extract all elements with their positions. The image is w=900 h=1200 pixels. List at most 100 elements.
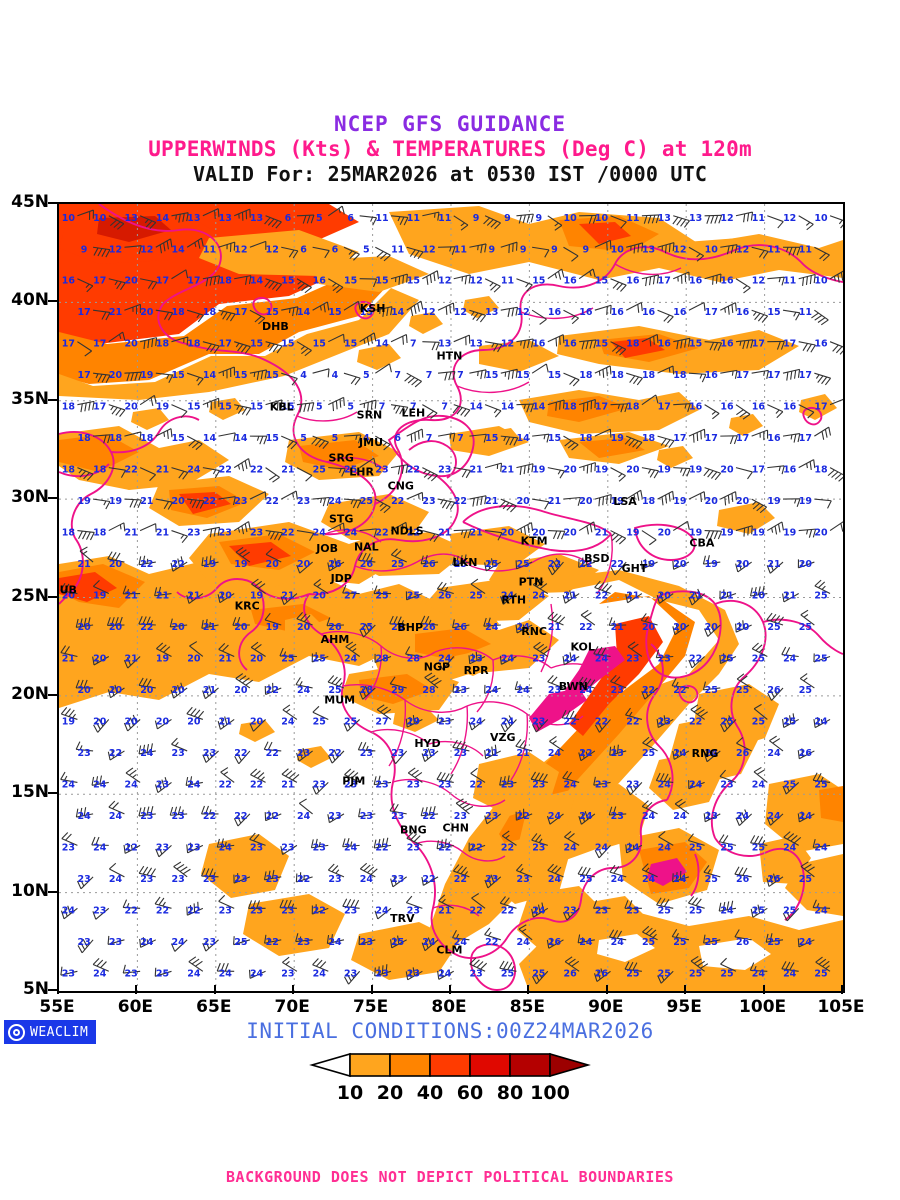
temperature-value: 23 [172, 874, 185, 885]
temperature-value: 15 [595, 339, 608, 350]
wind-barb [436, 714, 454, 724]
temperature-value: 20 [219, 591, 233, 602]
temperature-value: 12 [266, 244, 279, 255]
temperature-value: 21 [219, 653, 232, 664]
wind-barb [578, 268, 596, 280]
map-container[interactable]: 10 10 13 14 13 13 13 6 5 6 11 11 11 9 9 9 10 10 11 13 13 12 11… [11, 192, 864, 1017]
temperature-value: 5 [363, 370, 370, 381]
temperature-value: 19 [532, 465, 545, 476]
wind-barb [124, 245, 142, 255]
city-label: STG [329, 513, 353, 526]
temperature-value: 26 [736, 748, 750, 759]
y-axis-tick-label: 40N [11, 290, 49, 311]
wind-barb [280, 490, 298, 500]
wind-barb [627, 641, 643, 657]
map-frame[interactable]: 10 10 13 14 13 13 13 6 5 6 11 11 11 9 9 9 10 10 11 13 13 12 11… [57, 202, 845, 993]
wind-barb [547, 467, 565, 479]
temperature-value: 23 [156, 779, 169, 790]
temperature-value: 17 [62, 339, 75, 350]
temperature-value: 25 [752, 905, 765, 916]
wind-barb [437, 498, 456, 510]
temperature-value: 24 [344, 528, 358, 539]
temperature-value: 21 [125, 528, 138, 539]
wind-barb [122, 585, 141, 595]
temperature-value: 11 [375, 213, 388, 224]
temperature-value: 26 [328, 622, 342, 633]
wind-barb [610, 278, 627, 292]
temperature-value: 24 [595, 653, 609, 664]
wind-barb [640, 613, 658, 626]
wind-barb [579, 398, 596, 412]
temperature-value: 24 [93, 779, 107, 790]
wind-barb [469, 243, 487, 254]
colorbar-min-arrow [309, 1052, 351, 1078]
wind-barb [452, 554, 470, 566]
weaclim-badge[interactable]: WEACLIM [4, 1020, 97, 1044]
wind-barb [375, 363, 392, 374]
x-axis-tick [605, 985, 608, 994]
temperature-value: 26 [736, 937, 750, 948]
title-valid: VALID For: 25MAR2026 at 0530 IST /0000 U… [192, 162, 708, 186]
temperature-value: 12 [783, 213, 796, 224]
temperature-value: 21 [485, 496, 498, 507]
temperature-value: 25 [313, 716, 326, 727]
temperature-value: 16 [62, 276, 76, 287]
temperature-value: 7 [457, 370, 464, 381]
wind-barb [655, 772, 674, 783]
wind-barb [800, 861, 815, 878]
wind-barb [201, 805, 219, 815]
temperature-value: 10 [595, 213, 609, 224]
temperature-value: 22 [281, 528, 294, 539]
temperature-value: 23 [203, 748, 216, 759]
city-label: DUB [59, 584, 77, 597]
temperature-value: 23 [77, 748, 90, 759]
temperature-value: 24 [77, 811, 91, 822]
temperature-value: 26 [438, 591, 452, 602]
wind-barb [250, 641, 266, 657]
wind-barb [186, 706, 205, 720]
temperature-value: 7 [426, 433, 433, 444]
wind-barb [75, 679, 94, 689]
temperature-value: 23 [375, 968, 388, 979]
temperature-value: 24 [626, 842, 640, 853]
wind-barb [359, 623, 376, 638]
temperature-value: 22 [140, 559, 153, 570]
temperature-value: 23 [454, 811, 467, 822]
wind-barb [579, 339, 597, 350]
wind-barb [797, 938, 815, 948]
wind-barb [264, 215, 282, 229]
wind-barb [564, 831, 580, 846]
wind-barb [296, 402, 315, 413]
wind-barb [469, 433, 487, 443]
wind-barb [186, 901, 204, 916]
temperature-value: 23 [532, 779, 545, 790]
temperature-value: 15 [172, 433, 185, 444]
wind-barb [671, 677, 689, 689]
temperature-value: 22 [422, 874, 435, 885]
temperature-value: 22 [125, 842, 138, 853]
temperature-value: 14 [203, 433, 217, 444]
wind-barb [577, 676, 596, 689]
temperature-value: 23 [328, 874, 341, 885]
wind-barb [235, 546, 251, 563]
temperature-value: 15 [344, 339, 357, 350]
temperature-value: 16 [658, 339, 672, 350]
temperature-value: 23 [297, 496, 310, 507]
temperature-value: 28 [360, 685, 374, 696]
wind-barb [122, 899, 141, 909]
wind-barb [624, 435, 643, 450]
wind-barb [311, 652, 329, 663]
temperature-value: 15 [548, 433, 561, 444]
temperature-value: 24 [454, 937, 468, 948]
weather-map[interactable]: 10 10 13 14 13 13 13 6 5 6 11 11 11 9 9 9 10 10 11 13 13 12 11… [59, 204, 843, 991]
temperature-value: 24 [438, 968, 452, 979]
wind-barb [155, 372, 174, 383]
temperature-value: 23 [611, 748, 624, 759]
temperature-value: 20 [62, 591, 76, 602]
temperature-value: 25 [705, 685, 718, 696]
wind-barb [657, 435, 675, 448]
wind-barb [655, 649, 674, 659]
temperature-value: 20 [234, 622, 248, 633]
wind-barb [328, 467, 346, 477]
temperature-value: 20 [109, 370, 123, 381]
